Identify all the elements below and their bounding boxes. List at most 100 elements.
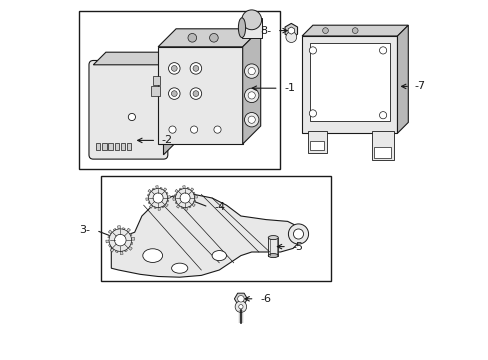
Bar	[268, 238, 278, 256]
Polygon shape	[108, 230, 112, 234]
Bar	[307, 131, 326, 153]
Polygon shape	[174, 194, 176, 196]
Bar	[302, 36, 397, 133]
Circle shape	[190, 88, 201, 99]
Polygon shape	[302, 25, 407, 36]
Polygon shape	[163, 52, 176, 155]
Polygon shape	[185, 207, 187, 210]
Polygon shape	[106, 240, 109, 243]
Polygon shape	[149, 205, 152, 208]
Polygon shape	[179, 188, 181, 190]
Bar	[152, 76, 160, 85]
Text: -4: -4	[214, 202, 225, 212]
Polygon shape	[167, 195, 170, 198]
Polygon shape	[166, 200, 168, 202]
Circle shape	[193, 91, 199, 96]
Ellipse shape	[142, 249, 163, 262]
Circle shape	[293, 229, 303, 239]
Circle shape	[351, 28, 357, 33]
Circle shape	[237, 296, 244, 302]
Circle shape	[171, 91, 177, 96]
Circle shape	[288, 224, 308, 244]
Polygon shape	[397, 25, 407, 133]
Text: -7: -7	[413, 81, 425, 91]
Polygon shape	[148, 189, 151, 193]
Polygon shape	[164, 203, 168, 207]
Polygon shape	[172, 198, 175, 201]
Polygon shape	[160, 188, 162, 189]
Polygon shape	[190, 188, 193, 191]
Text: 8-: 8-	[260, 26, 271, 36]
Circle shape	[190, 63, 201, 74]
Bar	[309, 141, 324, 150]
Circle shape	[322, 28, 328, 33]
Polygon shape	[147, 194, 149, 196]
Circle shape	[379, 112, 386, 119]
Circle shape	[285, 32, 296, 42]
Polygon shape	[124, 249, 127, 252]
Polygon shape	[128, 246, 132, 250]
Polygon shape	[117, 226, 120, 229]
Polygon shape	[194, 195, 197, 198]
Polygon shape	[188, 206, 191, 208]
Bar	[373, 147, 390, 158]
Polygon shape	[110, 248, 114, 252]
Ellipse shape	[171, 263, 187, 273]
Polygon shape	[158, 29, 260, 47]
Polygon shape	[175, 189, 178, 193]
Polygon shape	[113, 228, 116, 231]
Polygon shape	[183, 186, 185, 189]
Polygon shape	[154, 207, 156, 208]
Bar	[158, 47, 242, 144]
Ellipse shape	[268, 235, 278, 240]
Text: -5: -5	[292, 242, 303, 252]
Circle shape	[187, 33, 196, 42]
Polygon shape	[175, 202, 177, 204]
Polygon shape	[93, 52, 176, 65]
Bar	[309, 43, 389, 121]
Circle shape	[148, 188, 167, 208]
Bar	[121, 143, 125, 150]
Circle shape	[193, 66, 199, 71]
Polygon shape	[181, 207, 183, 208]
Polygon shape	[193, 192, 195, 194]
Polygon shape	[131, 237, 134, 240]
Bar	[96, 143, 101, 150]
Bar	[108, 143, 113, 150]
Polygon shape	[145, 198, 148, 201]
Circle shape	[244, 112, 258, 127]
Circle shape	[238, 305, 243, 309]
Polygon shape	[155, 186, 158, 189]
Circle shape	[235, 301, 246, 312]
Text: -1: -1	[284, 83, 294, 93]
Circle shape	[109, 229, 131, 251]
Circle shape	[114, 234, 126, 246]
Polygon shape	[130, 242, 132, 245]
Bar	[126, 143, 131, 150]
Polygon shape	[285, 23, 297, 38]
Circle shape	[379, 47, 386, 54]
Bar	[242, 18, 261, 38]
Circle shape	[247, 92, 255, 99]
Bar	[79, 11, 280, 169]
Bar	[371, 131, 393, 160]
Polygon shape	[186, 188, 189, 189]
Polygon shape	[242, 29, 260, 144]
Circle shape	[247, 116, 255, 123]
Circle shape	[171, 66, 177, 71]
Circle shape	[209, 33, 218, 42]
Polygon shape	[158, 207, 160, 210]
Circle shape	[244, 88, 258, 103]
Polygon shape	[129, 233, 132, 236]
Circle shape	[213, 126, 221, 133]
Polygon shape	[126, 228, 130, 232]
Polygon shape	[162, 206, 164, 208]
Polygon shape	[234, 293, 247, 305]
Circle shape	[153, 193, 163, 203]
Polygon shape	[108, 235, 110, 238]
Bar	[102, 143, 106, 150]
Polygon shape	[120, 251, 123, 255]
Polygon shape	[111, 194, 302, 277]
Polygon shape	[194, 200, 195, 202]
Polygon shape	[122, 228, 125, 230]
